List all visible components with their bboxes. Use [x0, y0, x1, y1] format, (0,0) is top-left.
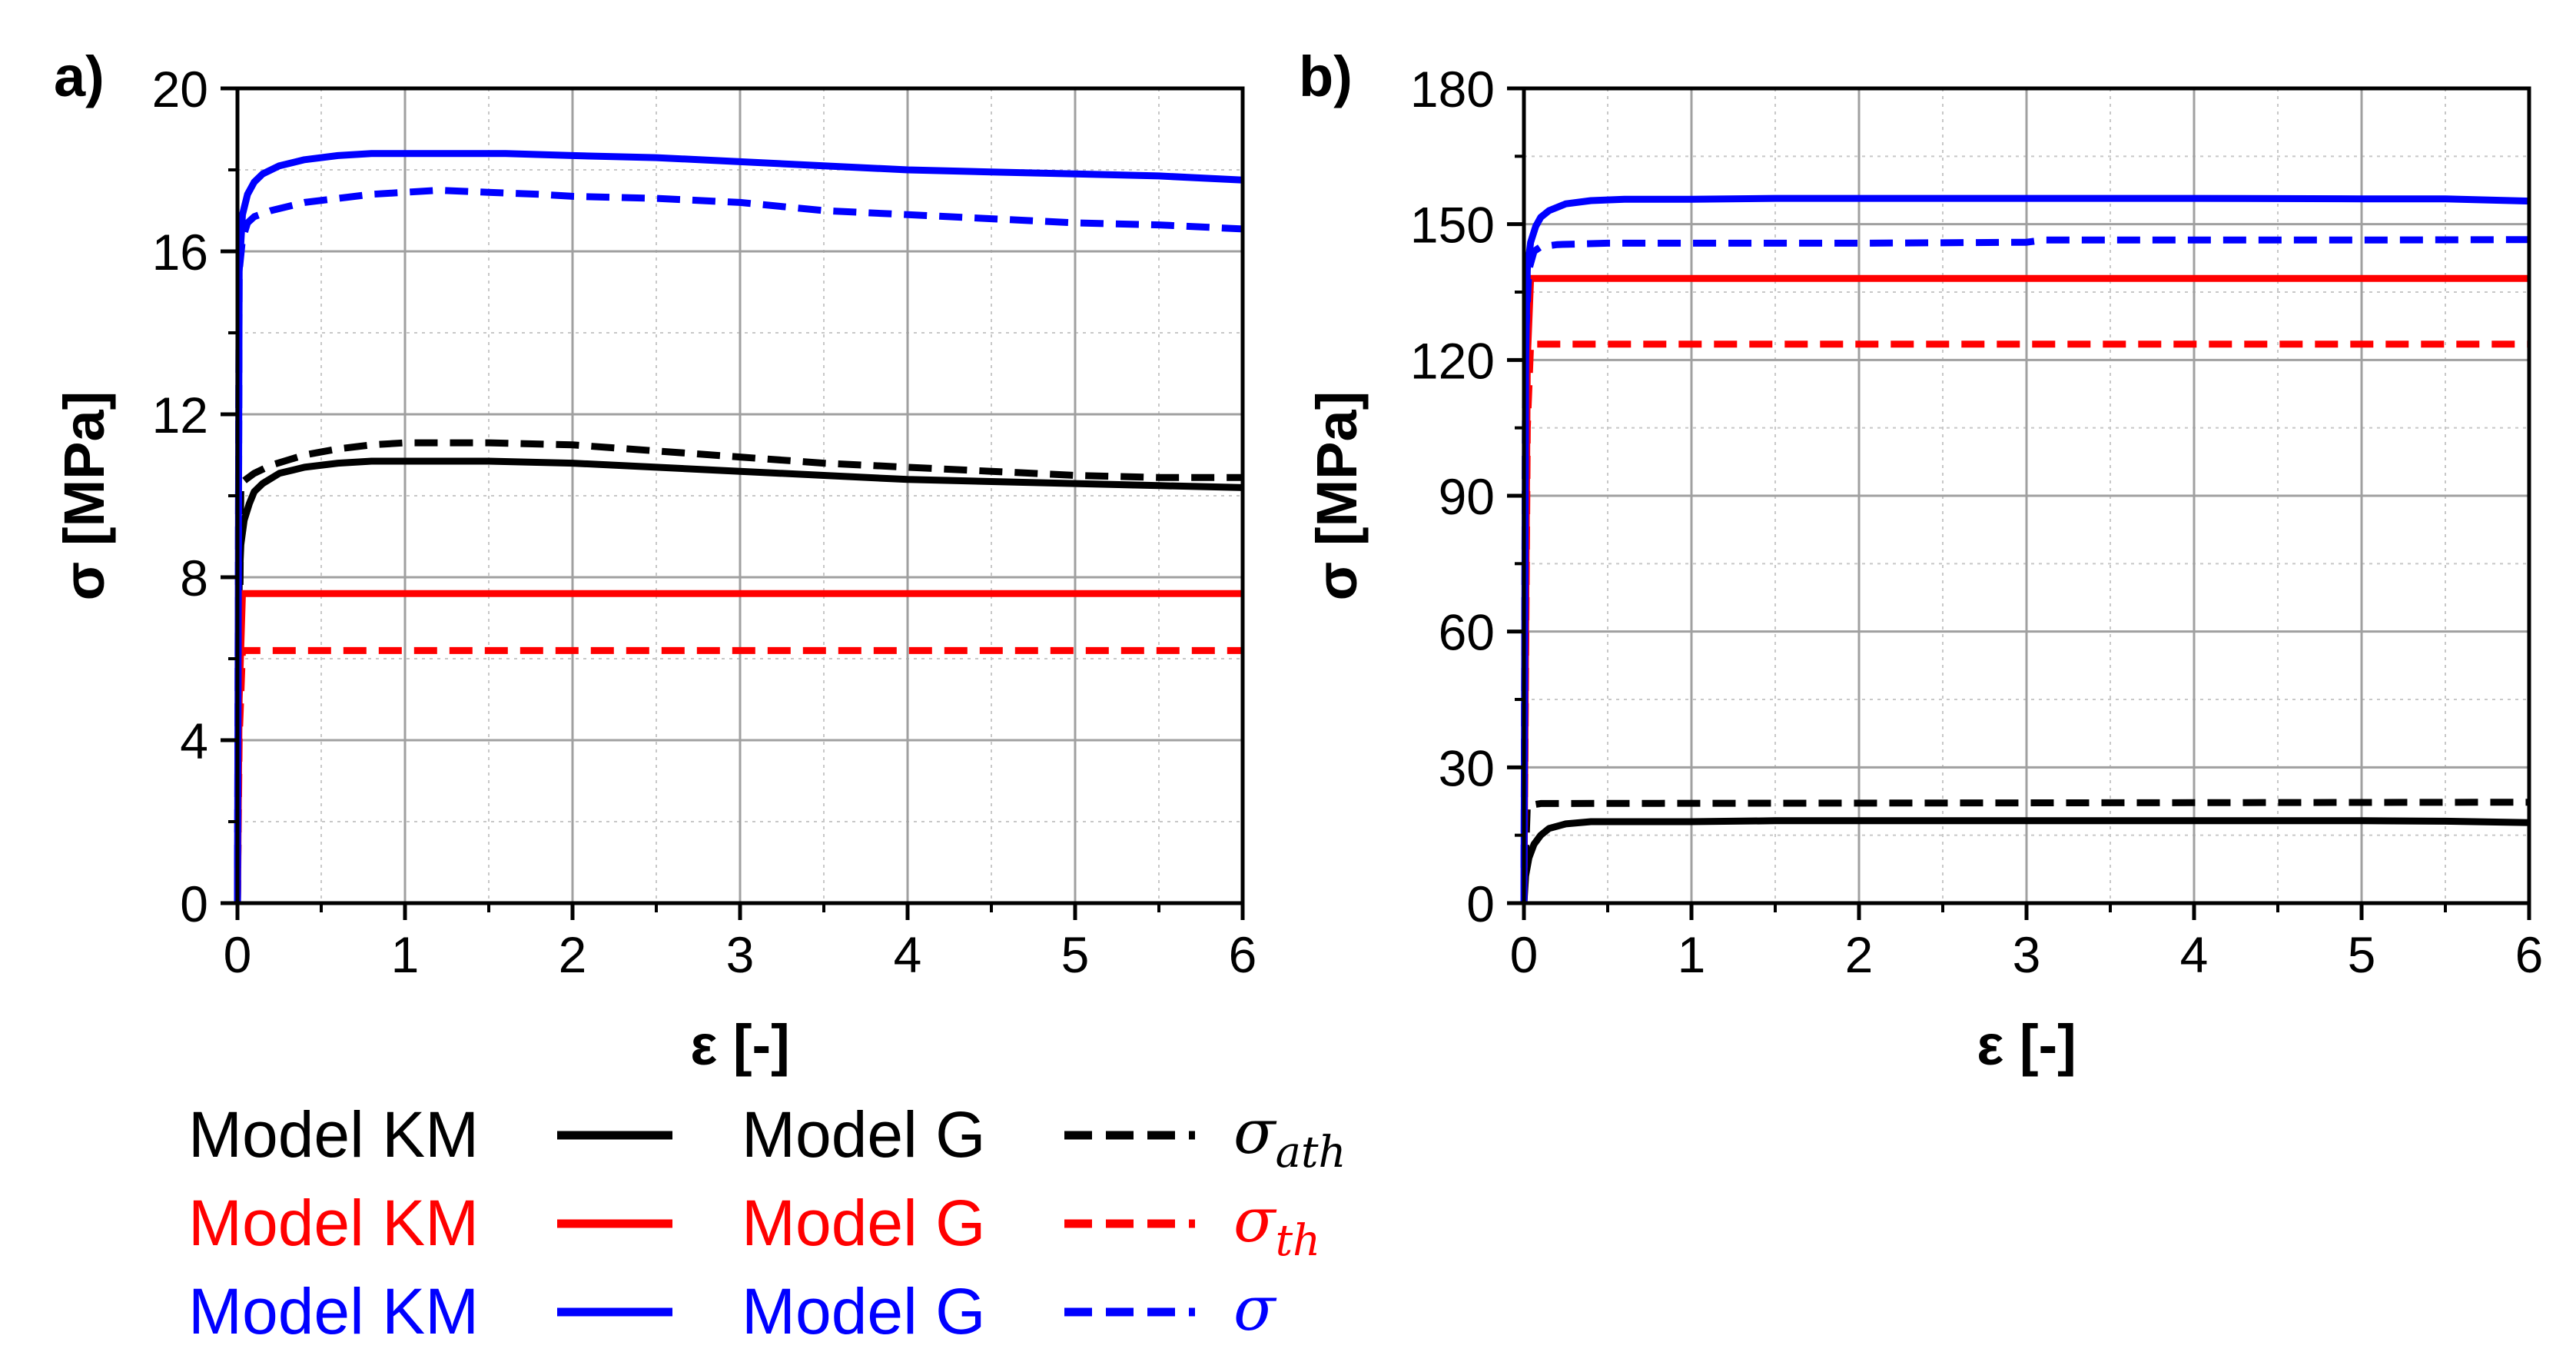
panel-b-ytick-label: 60: [1439, 604, 1495, 661]
legend-sigma-total: σ: [1233, 1273, 1277, 1344]
legend-symbol-total: σ: [1233, 1273, 1277, 1344]
panel-a-series-1: [234, 439, 1243, 904]
panel-b-xtick-label: 3: [2013, 926, 2041, 983]
panel-b-xtick-label: 1: [1678, 926, 1706, 983]
legend-row-th: Model KM Model G σth: [188, 1184, 1320, 1266]
panel-a-xtick-label: 6: [1229, 926, 1257, 983]
panel-b-xtick-label: 4: [2180, 926, 2209, 983]
legend-symbol-ath: σath: [1233, 1096, 1346, 1178]
panel-b-ytick-label: 0: [1466, 875, 1495, 932]
legend: Model KM Model G σath Model KM Model G σ…: [188, 1096, 1346, 1347]
panel-a-ytick-label: 4: [180, 713, 208, 769]
panel-b-ytick-label: 120: [1410, 332, 1495, 389]
legend-g-label-total: Model G: [742, 1275, 985, 1347]
panel-b-xtick-label: 0: [1510, 926, 1539, 983]
legend-km-label-th: Model KM: [188, 1187, 479, 1259]
panel-b-ytick-label: 150: [1410, 197, 1495, 254]
panel-b-ytick-label: 180: [1410, 61, 1495, 118]
panel-b-xtick-label: 5: [2348, 926, 2376, 983]
legend-symbol-th: σth: [1233, 1184, 1320, 1266]
panel-a-xlabel: ε [-]: [690, 1013, 790, 1077]
panel-a-xtick-label: 2: [559, 926, 587, 983]
legend-km-label-total: Model KM: [188, 1275, 479, 1347]
panel-b-grid: [1522, 87, 2531, 905]
panel-b-ylabel: σ [MPa]: [1305, 391, 1369, 601]
panel-b-series-5: [1520, 236, 2530, 904]
panel-a-label: a): [54, 45, 105, 108]
panel-a-series-0: [234, 457, 1243, 904]
legend-sigma-ath: σ: [1233, 1096, 1277, 1168]
panel-b-ytick-label: 30: [1439, 739, 1495, 796]
panel-a-ytick-label: 0: [180, 875, 208, 932]
panel-b-xtick-label: 6: [2515, 926, 2544, 983]
panel-a-xtick-label: 5: [1061, 926, 1090, 983]
panel-a-xtick-label: 0: [224, 926, 252, 983]
panel-a-ytick-label: 16: [152, 224, 208, 281]
panel-a-ytick-label: 12: [152, 387, 208, 443]
panel-b-series-4: [1520, 194, 2530, 904]
legend-g-label-ath: Model G: [742, 1098, 985, 1171]
panel-a-ylabel: σ [MPa]: [52, 391, 116, 601]
legend-sigma-th: σ: [1233, 1184, 1277, 1256]
panel-a-xtick-label: 1: [391, 926, 420, 983]
panel-a-xtick-label: 4: [894, 926, 922, 983]
panel-a-ytick-label: 8: [180, 550, 208, 606]
panel-b-xtick-label: 2: [1845, 926, 1874, 983]
legend-sub-th: th: [1276, 1216, 1321, 1266]
panel-b-series-0: [1520, 817, 2530, 904]
panel-a-series-4: [234, 150, 1243, 904]
legend-km-label-ath: Model KM: [188, 1098, 479, 1171]
legend-sub-ath: ath: [1276, 1128, 1346, 1178]
panel-b-xlabel: ε [-]: [1977, 1013, 2076, 1077]
panel-a-series-5: [234, 187, 1243, 904]
legend-g-label-th: Model G: [742, 1187, 985, 1259]
legend-row-ath: Model KM Model G σath: [188, 1096, 1346, 1178]
panel-a-grid: [236, 87, 1244, 905]
legend-row-total: Model KM Model G σ: [188, 1273, 1277, 1347]
panel-a-ytick-label: 20: [152, 61, 208, 118]
panel-b-label: b): [1299, 45, 1353, 108]
panel-a-xtick-label: 3: [726, 926, 755, 983]
panel-b-ytick-label: 90: [1439, 468, 1495, 525]
